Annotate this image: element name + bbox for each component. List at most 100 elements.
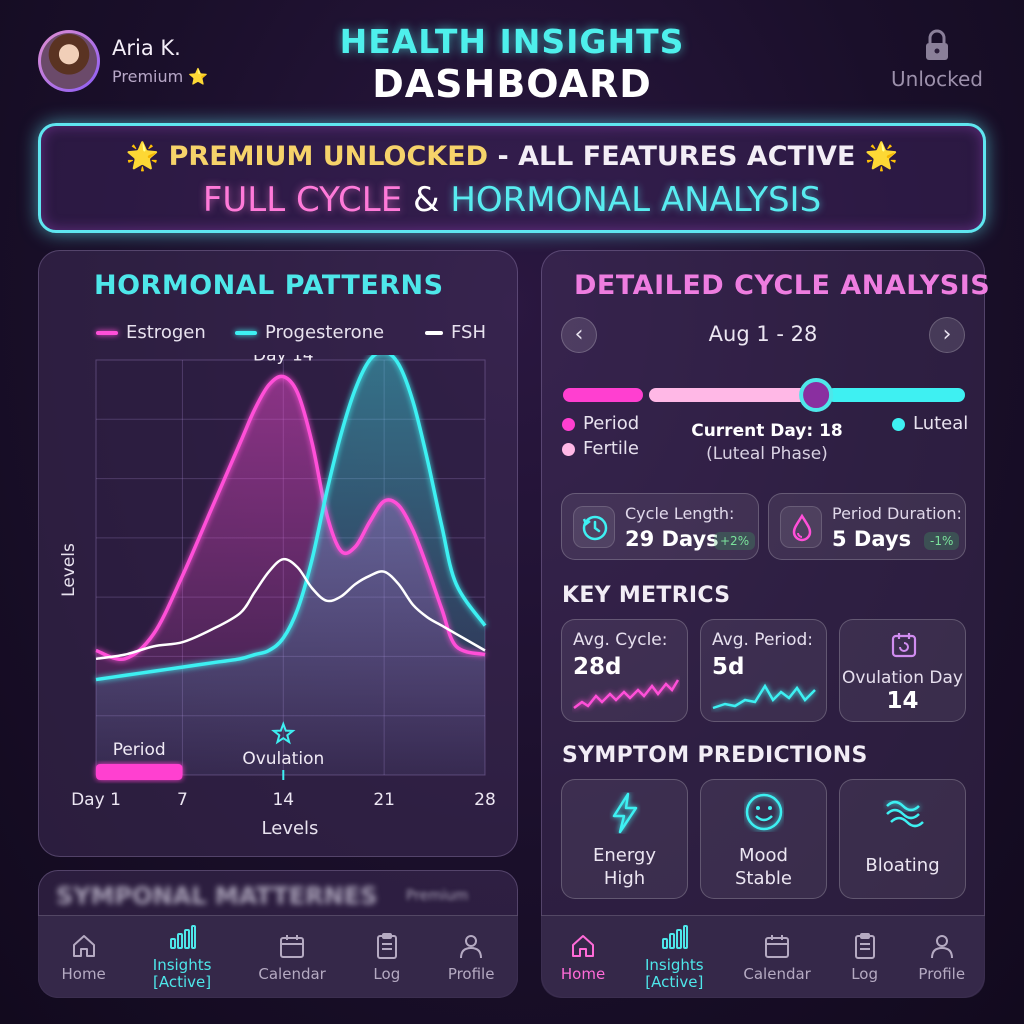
premium-banner: 🌟 PREMIUM UNLOCKED - ALL FEATURES ACTIVE… <box>38 123 986 233</box>
symptom-mood-line1: Mood <box>739 845 788 866</box>
bottom-nav-left: Home Insights [Active] Calendar Log Profile <box>38 915 518 998</box>
banner-hormonal: HORMONAL ANALYSIS <box>450 180 822 220</box>
nav-profile[interactable]: Profile <box>447 932 495 983</box>
nav-insights[interactable]: Insights [Active] <box>152 923 212 991</box>
hormonal-chart: Day 14Day 21PeriodOvulation Day 17142128… <box>60 355 496 839</box>
bloating-waves-icon <box>886 800 924 828</box>
period-icon-box <box>780 506 822 548</box>
symptom-predictions-title: SYMPTOM PREDICTIONS <box>562 743 868 768</box>
symptom-bloating-label: Bloating <box>865 855 940 876</box>
chart-areas <box>96 355 485 775</box>
prev-month-button[interactable]: ‹ <box>561 317 597 353</box>
series-line-progesterone <box>95 355 487 682</box>
avg-cycle-card[interactable]: Avg. Cycle: 28d <box>561 619 688 722</box>
avg-cycle-label: Avg. Cycle: <box>573 630 668 650</box>
chevron-left-icon: ‹ <box>574 322 584 347</box>
chevron-right-icon: › <box>942 322 952 347</box>
nav-log[interactable]: Log <box>851 932 879 983</box>
sparkle-icon-right: 🌟 <box>864 141 899 172</box>
bottom-nav-right: Home Insights [Active] Calendar Log Profile <box>541 915 985 998</box>
user-tier: Premium ⭐ <box>112 67 208 86</box>
nav-home[interactable]: Home <box>61 932 106 983</box>
blurred-card-title: SYMPONAL MATTERNES <box>56 882 378 910</box>
current-day-thumb[interactable] <box>799 378 834 412</box>
cycle-analysis-panel <box>541 250 985 998</box>
nav-calendar-label: Calendar <box>743 964 811 983</box>
x-tick-label: 21 <box>373 790 395 810</box>
symptom-mood-label: Mood Stable <box>701 844 826 890</box>
chart-lines <box>95 355 487 682</box>
symptom-mood-line2: Stable <box>734 868 792 889</box>
calendar-icon <box>765 934 790 958</box>
phase-dot-fertile <box>562 442 575 456</box>
date-range: Aug 1 - 28 <box>708 322 818 346</box>
legend-fsh: FSH <box>425 322 486 343</box>
page-title: HEALTH INSIGHTS <box>339 22 685 61</box>
nav-home[interactable]: Home <box>561 932 605 983</box>
legend-progesterone-label: Progesterone <box>265 322 385 343</box>
symptom-energy-label: Energy High <box>562 844 687 890</box>
avg-period-value: 5d <box>712 654 745 680</box>
phase-legend-fertile-label: Fertile <box>583 438 639 459</box>
avg-period-card[interactable]: Avg. Period: 5d <box>700 619 827 722</box>
legend-fsh-label: FSH <box>451 322 486 343</box>
avatar[interactable] <box>38 30 100 92</box>
banner-amp: & <box>402 180 451 220</box>
nav-insights-label: Insights <box>152 956 212 974</box>
symptom-mood-card[interactable]: Mood Stable <box>700 779 827 899</box>
profile-icon <box>930 934 953 958</box>
log-icon <box>376 932 397 959</box>
nav-profile-label: Profile <box>447 964 495 983</box>
current-day-label: Current Day: 18 <box>691 421 843 441</box>
page-subtitle: DASHBOARD <box>372 62 652 106</box>
calendar-icon <box>891 633 917 658</box>
nav-calendar[interactable]: Calendar <box>743 932 811 983</box>
cycle-length-badge: +2% <box>714 532 756 550</box>
avg-period-label: Avg. Period: <box>712 630 814 650</box>
chart-y-axis-label: Levels <box>60 543 79 597</box>
banner-rest: - ALL FEATURES ACTIVE <box>488 141 865 172</box>
banner-full-cycle: FULL CYCLE <box>202 180 403 220</box>
avatar-photo <box>41 33 97 89</box>
home-icon <box>72 934 95 957</box>
nav-log[interactable]: Log <box>373 932 401 983</box>
chart-x-axis-label: Levels <box>262 818 319 839</box>
period-duration-badge: -1% <box>924 532 960 550</box>
banner-highlight: PREMIUM UNLOCKED <box>168 141 489 172</box>
legend-swatch-progesterone <box>235 331 257 335</box>
nav-log-label: Log <box>373 964 401 983</box>
nav-insights-state: [Active] <box>645 973 704 991</box>
star-icon: ⭐ <box>188 67 209 86</box>
avg-cycle-sparkline <box>573 679 680 709</box>
ovulation-day-value: 14 <box>886 688 919 714</box>
phase-legend-fertile: Fertile <box>562 438 639 459</box>
hormonal-patterns-title: HORMONAL PATTERNS <box>94 270 444 301</box>
symptom-bloating-card[interactable]: Bloating <box>839 779 966 899</box>
period-duration-card[interactable]: Period Duration: 5 Days -1% <box>768 493 966 560</box>
nav-profile[interactable]: Profile <box>918 932 965 983</box>
sparkle-icon-left: 🌟 <box>125 141 160 172</box>
cycle-phase-slider[interactable] <box>563 378 965 412</box>
cycle-length-card[interactable]: Cycle Length: 29 Days +2% <box>561 493 759 560</box>
next-month-button[interactable]: › <box>929 317 965 353</box>
ovulation-day-card[interactable]: Ovulation Day 14 <box>839 619 966 722</box>
nav-home-label: Home <box>61 964 106 983</box>
avg-period-sparkline <box>712 683 816 710</box>
nav-insights[interactable]: Insights [Active] <box>645 923 704 991</box>
refresh-clock-icon <box>582 515 608 541</box>
x-tick-label: 28 <box>474 790 496 810</box>
banner-line2: FULL CYCLE & HORMONAL ANALYSIS <box>41 180 983 220</box>
ovulation-star-icon <box>271 721 296 745</box>
current-phase-label: (Luteal Phase) <box>706 444 828 464</box>
legend-progesterone: Progesterone <box>235 322 384 343</box>
symptom-energy-card[interactable]: Energy High <box>561 779 688 899</box>
lock-icon[interactable] <box>922 28 952 62</box>
banner-line1: 🌟 PREMIUM UNLOCKED - ALL FEATURES ACTIVE… <box>41 140 983 172</box>
nav-log-label: Log <box>851 964 879 983</box>
nav-profile-label: Profile <box>918 964 966 983</box>
series-line-fsh <box>95 557 486 661</box>
nav-calendar[interactable]: Calendar <box>258 932 326 983</box>
annotation-period: Period <box>113 740 166 760</box>
cycle-length-value: 29 Days <box>625 527 719 551</box>
legend-estrogen: Estrogen <box>96 322 206 343</box>
